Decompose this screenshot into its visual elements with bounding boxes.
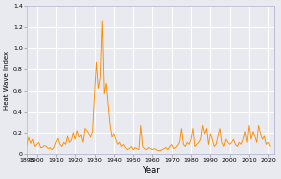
X-axis label: Year: Year <box>142 166 159 175</box>
Y-axis label: Heat Wave Index: Heat Wave Index <box>4 50 10 110</box>
